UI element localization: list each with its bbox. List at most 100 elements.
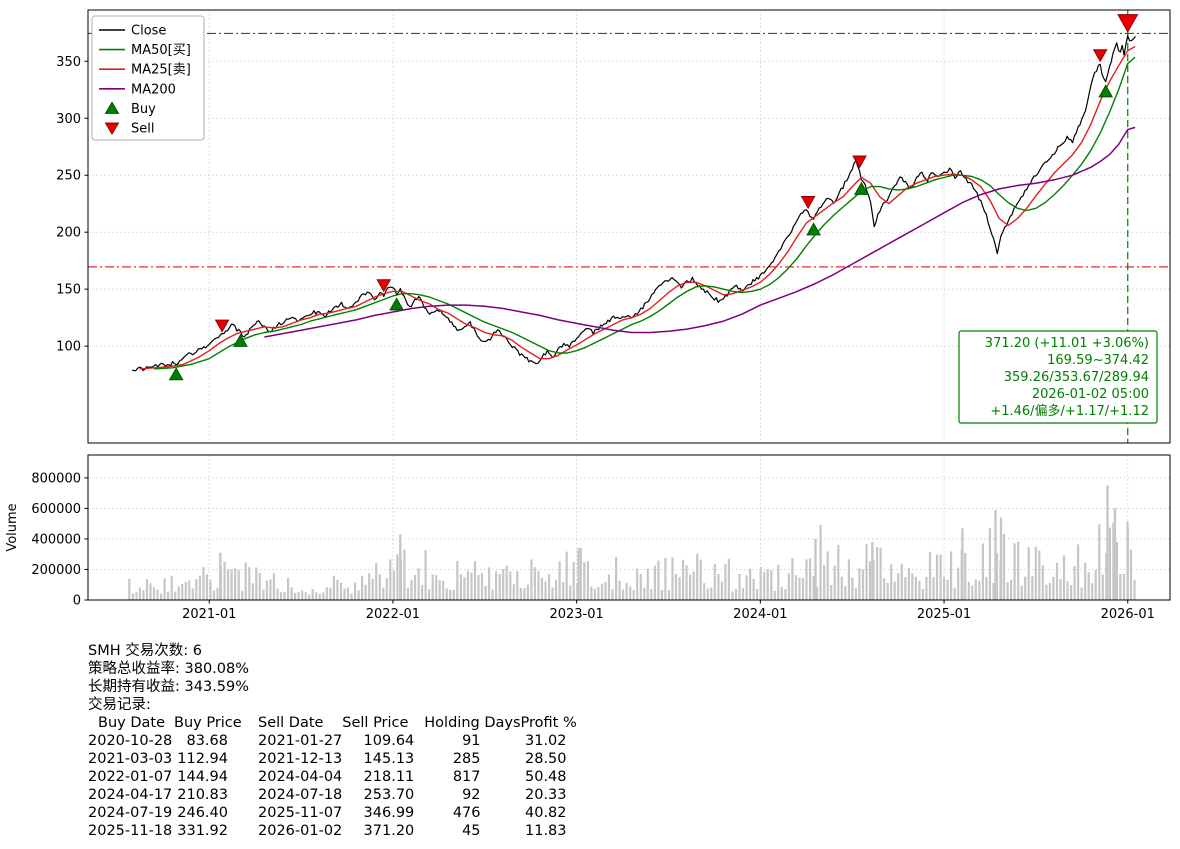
ma50-line [154, 56, 1136, 370]
trade-cell: 476 [452, 805, 481, 821]
trade-cell: 92 [462, 787, 481, 803]
annotation-line: +1.46/偏多/+1.17/+1.12 [990, 403, 1149, 419]
legend-label: Close [131, 24, 166, 39]
trade-cell: 218.11 [363, 769, 415, 785]
trade-cell: 2026-01-02 [258, 823, 343, 839]
trade-row: 2024-04-17 210.83 2024-07-18 253.70 92 20.33 [88, 786, 617, 804]
sell-marker-icon [104, 122, 120, 135]
price-ytick-label: 300 [56, 112, 81, 127]
legend-label: Buy [131, 102, 156, 117]
trade-cell: 2024-07-18 [258, 787, 343, 803]
trade-cell: 2021-01-27 [258, 733, 343, 749]
x-tick-label: 2025-01 [917, 607, 971, 622]
trade-cell: 112.94 [177, 751, 228, 767]
trade-cell: 11.83 [525, 823, 567, 839]
volume-ytick-label: 400000 [31, 532, 81, 547]
reference-lines [88, 10, 1170, 443]
trades-header-row: Buy Date Buy Price Sell Date Sell Price Hold… [88, 714, 617, 732]
volume-bars [128, 485, 1136, 600]
trade-cell: 246.40 [177, 805, 228, 821]
trades-col-header: Sell Price [342, 715, 409, 731]
chart-figure: 100 150 200 250 300 350 0 200000 400000 600000 800… [5, 9, 1171, 622]
close-line [131, 35, 1136, 372]
trade-cell: 31.02 [525, 733, 567, 749]
buy-marker [389, 297, 404, 311]
x-tick-label: 2021-01 [182, 607, 236, 622]
stats-strategy-return: 策略总收益率: 380.08% [88, 661, 250, 677]
trade-row: 2025-11-18 331.92 2026-01-02 371.20 45 11.83 [88, 822, 617, 840]
x-tick-label: 2023-01 [549, 607, 603, 622]
trade-cell: 2020-10-28 [88, 733, 173, 749]
trade-cell: 2024-07-19 [88, 805, 173, 821]
trade-cell: 2021-03-03 [88, 751, 173, 767]
price-volume-chart: 100 150 200 250 300 350 0 200000 400000 600000 800… [5, 9, 1171, 622]
annotation-line: 359.26/353.67/289.94 [1004, 370, 1149, 385]
trade-cell: 20.33 [525, 787, 567, 803]
price-ytick-label: 100 [56, 340, 81, 355]
stats-trades-title: 交易记录: [88, 697, 151, 713]
volume-ytick-label: 800000 [31, 471, 81, 486]
volume-ytick-label: 0 [73, 594, 81, 609]
x-tick-label: 2026-01 [1101, 607, 1155, 622]
trade-cell: 109.64 [363, 733, 415, 749]
trade-cell: 2022-01-07 [88, 769, 173, 785]
x-tick-label: 2024-01 [733, 607, 787, 622]
legend: Close MA50[买] MA25[卖] MA200 Buy Sell [91, 15, 205, 141]
trade-cell: 2021-12-13 [258, 751, 343, 767]
price-ytick-label: 250 [56, 169, 81, 184]
axes: 100 150 200 250 300 350 0 200000 400000 600000 800… [5, 9, 1171, 622]
stats-block: SMH 交易次数: 6 策略总收益率: 380.08% 长期持有收益: 343.… [88, 642, 617, 840]
annotation-line: 371.20 (+11.01 +3.06%) [985, 336, 1149, 351]
trade-cell: 2025-11-18 [88, 823, 173, 839]
sell-marker [1092, 49, 1108, 63]
trade-cell: 817 [452, 769, 481, 785]
volume-axis-label: Volume [5, 503, 20, 551]
buy-marker [233, 333, 248, 347]
legend-label: Sell [131, 122, 154, 137]
trade-cell: 83.68 [186, 733, 228, 749]
buy-marker [854, 181, 869, 195]
trade-row: 2022-01-07 144.94 2024-04-04 218.11 817 50.48 [88, 768, 617, 786]
trade-markers [168, 14, 1139, 381]
trades-col-header: Profit % [520, 715, 577, 731]
trades-col-header: Buy Price [174, 715, 242, 731]
trade-row: 2024-07-19 246.40 2025-11-07 346.99 476 40.82 [88, 804, 617, 822]
trade-cell: 28.50 [525, 751, 567, 767]
trades-col-header: Buy Date [98, 715, 165, 731]
sell-marker [214, 319, 230, 333]
stats-trade-count: SMH 交易次数: 6 [88, 643, 202, 659]
buy-marker-icon [104, 101, 120, 114]
trade-cell: 371.20 [363, 823, 415, 839]
buy-marker [1098, 84, 1114, 98]
sell-marker [1117, 14, 1139, 33]
trade-cell: 2024-04-04 [258, 769, 343, 785]
trade-row: 2021-03-03 112.94 2021-12-13 145.13 285 28.50 [88, 750, 617, 768]
buy-marker [806, 222, 821, 236]
price-ytick-label: 200 [56, 226, 81, 241]
trade-cell: 50.48 [525, 769, 567, 785]
trades-col-header: Holding Days [424, 715, 521, 731]
price-ytick-label: 150 [56, 283, 81, 298]
sell-marker [800, 196, 816, 210]
x-tick-label: 2022-01 [366, 607, 420, 622]
legend-label: MA200 [131, 82, 176, 97]
annotation-line: 2026-01-02 05:00 [1032, 387, 1149, 402]
price-series [131, 35, 1136, 372]
legend-label: MA25[卖] [131, 63, 191, 78]
legend-box [91, 15, 205, 141]
trade-cell: 45 [462, 823, 481, 839]
trades-table: Buy Date Buy Price Sell Date Sell Price Hold… [88, 714, 617, 840]
trade-cell: 331.92 [177, 823, 228, 839]
price-ytick-label: 350 [56, 55, 81, 70]
trade-cell: 91 [462, 733, 481, 749]
sell-marker [852, 155, 867, 169]
trade-cell: 253.70 [363, 787, 415, 803]
buy-marker [168, 367, 184, 381]
trade-row: 2020-10-28 83.68 2021-01-27 109.64 91 31.02 [88, 732, 617, 750]
sell-marker [376, 279, 392, 293]
trade-cell: 145.13 [363, 751, 415, 767]
trade-cell: 346.99 [363, 805, 415, 821]
ma200-line [264, 126, 1136, 338]
price-panel-frame [87, 9, 1171, 444]
trade-cell: 2025-11-07 [258, 805, 343, 821]
